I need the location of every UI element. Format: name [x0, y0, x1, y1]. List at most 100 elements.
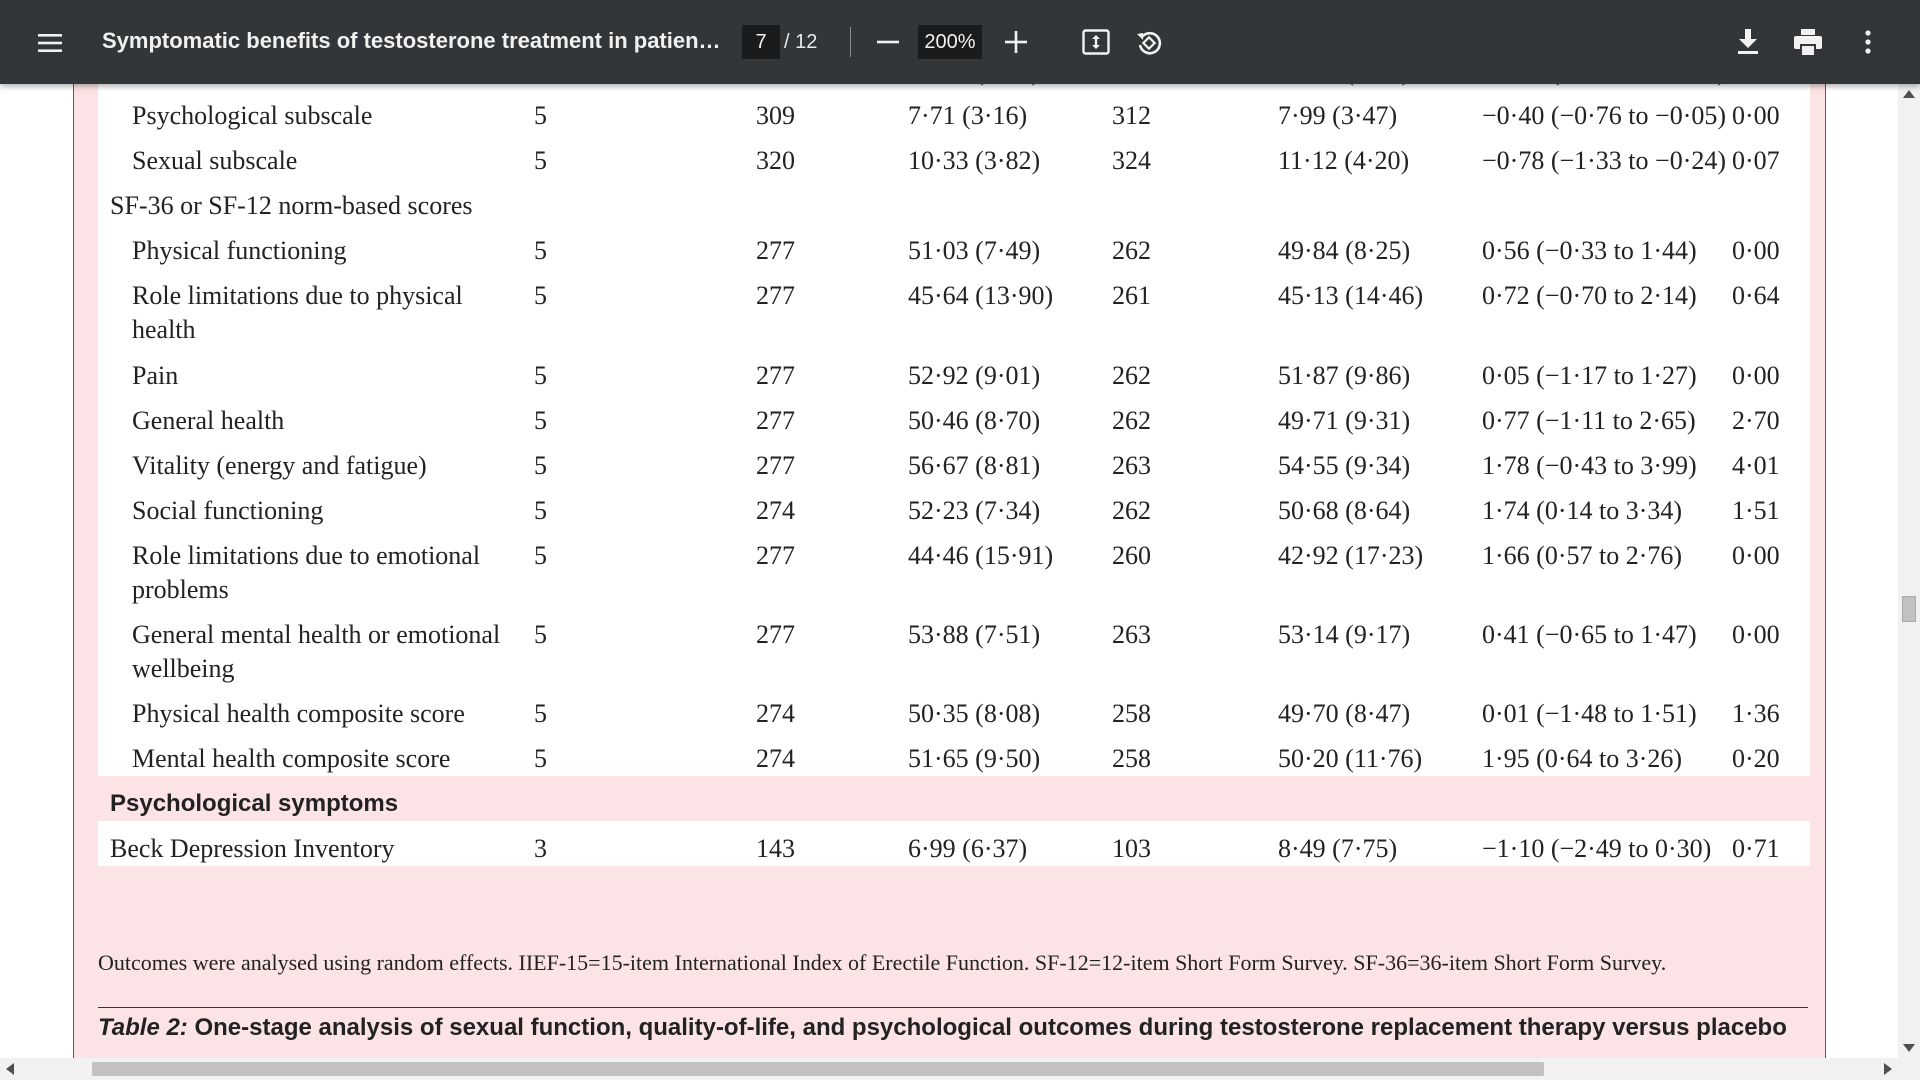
horizontal-scrollbar[interactable]: [0, 1058, 1898, 1080]
row-label: Pain: [132, 361, 179, 390]
table-row: Vitality (energy and fatigue) 5 277 56·67 (…: [98, 438, 1810, 483]
table-caption: Table 2: One-stage analysis of sexual fu…: [98, 1014, 1818, 1042]
vertical-scrollbar[interactable]: [1898, 84, 1920, 1058]
studies-cell: 5: [534, 451, 547, 480]
difference-cell: −0·78 (−1·33 to −0·24): [1482, 146, 1727, 175]
placebo-n-cell: 263: [1112, 620, 1151, 649]
trt-n-cell: 274: [756, 744, 795, 773]
trt-mean-cell: 45·64 (13·90): [908, 281, 1054, 310]
scroll-down-arrow-icon[interactable]: [1903, 1044, 1915, 1052]
document-viewer[interactable]: Somatic subscale531312·73 (4·21)30713·25…: [0, 84, 1898, 1058]
results-table: Somatic subscale531312·73 (4·21)30713·25…: [98, 84, 1810, 866]
trt-mean-cell: 56·67 (8·81): [908, 451, 1041, 480]
trt-n-cell: 143: [756, 834, 795, 863]
trt-mean-cell: 7·71 (3·16): [908, 101, 1028, 130]
trt-mean-cell: 44·46 (15·91): [908, 541, 1054, 570]
trt-mean-cell: 50·35 (8·08): [908, 699, 1041, 728]
heterogeneity-cell: 0·00: [1732, 620, 1780, 649]
row-label: Mental health composite score: [132, 744, 451, 773]
studies-cell: 5: [534, 406, 547, 435]
difference-cell: 0·72 (−0·70 to 2·14): [1482, 281, 1697, 310]
studies-cell: 5: [534, 620, 547, 649]
trt-mean-cell: 52·92 (9·01): [908, 361, 1041, 390]
download-button[interactable]: [1728, 22, 1768, 62]
placebo-mean-cell: 49·84 (8·25): [1278, 236, 1411, 265]
studies-cell: 5: [534, 101, 547, 130]
scroll-right-arrow-icon[interactable]: [1884, 1063, 1892, 1075]
trt-n-cell: 274: [756, 699, 795, 728]
placebo-mean-cell: 51·87 (9·86): [1278, 361, 1411, 390]
placebo-n-cell: 260: [1112, 541, 1151, 570]
studies-cell: 5: [534, 146, 547, 175]
studies-cell: 5: [534, 744, 547, 773]
row-label: Beck Depression Inventory: [110, 834, 395, 863]
placebo-n-cell: 103: [1112, 834, 1151, 863]
rotate-button[interactable]: [1128, 22, 1170, 64]
placebo-n-cell: 312: [1112, 101, 1151, 130]
scroll-up-arrow-icon[interactable]: [1903, 90, 1915, 98]
placebo-mean-cell: 7·99 (3·47): [1278, 101, 1398, 130]
fit-to-page-icon: [1082, 29, 1110, 55]
row-label: Sexual subscale: [132, 146, 298, 175]
difference-cell: 1·66 (0·57 to 2·76): [1482, 541, 1683, 570]
trt-mean-cell: 10·33 (3·82): [908, 146, 1041, 175]
zoom-out-button[interactable]: [868, 22, 908, 62]
studies-cell: 5: [534, 84, 547, 89]
trt-n-cell: 277: [756, 620, 795, 649]
table-row: Mental health composite score 5 274 51·65 (…: [98, 731, 1810, 776]
horizontal-scroll-thumb[interactable]: [92, 1062, 1544, 1076]
page-total: / 12: [784, 31, 818, 53]
table-row: Sexual subscale 5 320 10·33 (3·82) 324 11·12 …: [98, 133, 1810, 178]
heterogeneity-cell: 0·00: [1732, 541, 1780, 570]
row-label: Psychological subscale: [132, 101, 373, 130]
placebo-mean-cell: 42·92 (17·23): [1278, 541, 1424, 570]
placebo-mean-cell: 45·13 (14·46): [1278, 281, 1424, 310]
plus-icon: [1005, 31, 1027, 53]
placebo-n-cell: 262: [1112, 496, 1151, 525]
trt-mean-cell: 51·03 (7·49): [908, 236, 1041, 265]
placebo-mean-cell: 11·12 (4·20): [1278, 146, 1410, 175]
heterogeneity-cell: 0·00: [1732, 236, 1780, 265]
zoom-in-button[interactable]: [996, 22, 1036, 62]
placebo-n-cell: 262: [1112, 406, 1151, 435]
more-options-button[interactable]: [1848, 22, 1888, 62]
studies-cell: 5: [534, 541, 547, 570]
row-label: General mental health or emotional wellb…: [132, 620, 501, 683]
table-row: Role limitations due to physical health 5…: [98, 268, 1810, 348]
placebo-n-cell: 262: [1112, 361, 1151, 390]
scroll-left-arrow-icon[interactable]: [6, 1063, 14, 1075]
caption-label: Table 2:: [98, 1014, 188, 1041]
trt-n-cell: 277: [756, 361, 795, 390]
trt-n-cell: 277: [756, 451, 795, 480]
toolbar-divider: [850, 27, 851, 57]
trt-mean-cell: 12·73 (4·21): [908, 84, 1040, 89]
difference-cell: 1·95 (0·64 to 3·26): [1482, 744, 1683, 773]
row-label: Physical functioning: [132, 236, 347, 265]
menu-icon[interactable]: [30, 22, 72, 64]
page-number-input[interactable]: [742, 25, 780, 59]
pdf-page: Somatic subscale531312·73 (4·21)30713·25…: [73, 84, 1826, 1058]
print-button[interactable]: [1788, 22, 1828, 62]
zoom-level-input[interactable]: [918, 25, 982, 59]
heterogeneity-cell: 0·07: [1732, 146, 1780, 175]
table-row: Psychological subscale 5 309 7·71 (3·16) 312…: [98, 88, 1810, 133]
scrollbar-corner: [1898, 1058, 1920, 1080]
heterogeneity-cell: 0·64: [1732, 281, 1780, 310]
table-row: Social functioning 5 274 52·23 (7·34) 262 50·…: [98, 483, 1810, 528]
placebo-n-cell: 262: [1112, 236, 1151, 265]
row-label: General health: [132, 406, 285, 435]
studies-cell: 5: [534, 361, 547, 390]
row-label: Role limitations due to emotional proble…: [132, 541, 481, 604]
table-footnote: Outcomes were analysed using random effe…: [98, 950, 1667, 975]
heterogeneity-cell: 2·70: [1732, 406, 1780, 435]
trt-n-cell: 277: [756, 281, 795, 310]
difference-cell: 0·77 (−1·11 to 2·65): [1482, 406, 1696, 435]
fit-to-page-button[interactable]: [1076, 22, 1116, 62]
trt-mean-cell: 53·88 (7·51): [908, 620, 1041, 649]
caption-text: One-stage analysis of sexual function, q…: [187, 1014, 1787, 1041]
placebo-n-cell: 261: [1112, 281, 1151, 310]
table-row: General health 5 277 50·46 (8·70) 262 49·71 (…: [98, 393, 1810, 438]
heterogeneity-cell: 1·36: [1732, 699, 1780, 728]
vertical-scroll-thumb[interactable]: [1902, 596, 1916, 622]
